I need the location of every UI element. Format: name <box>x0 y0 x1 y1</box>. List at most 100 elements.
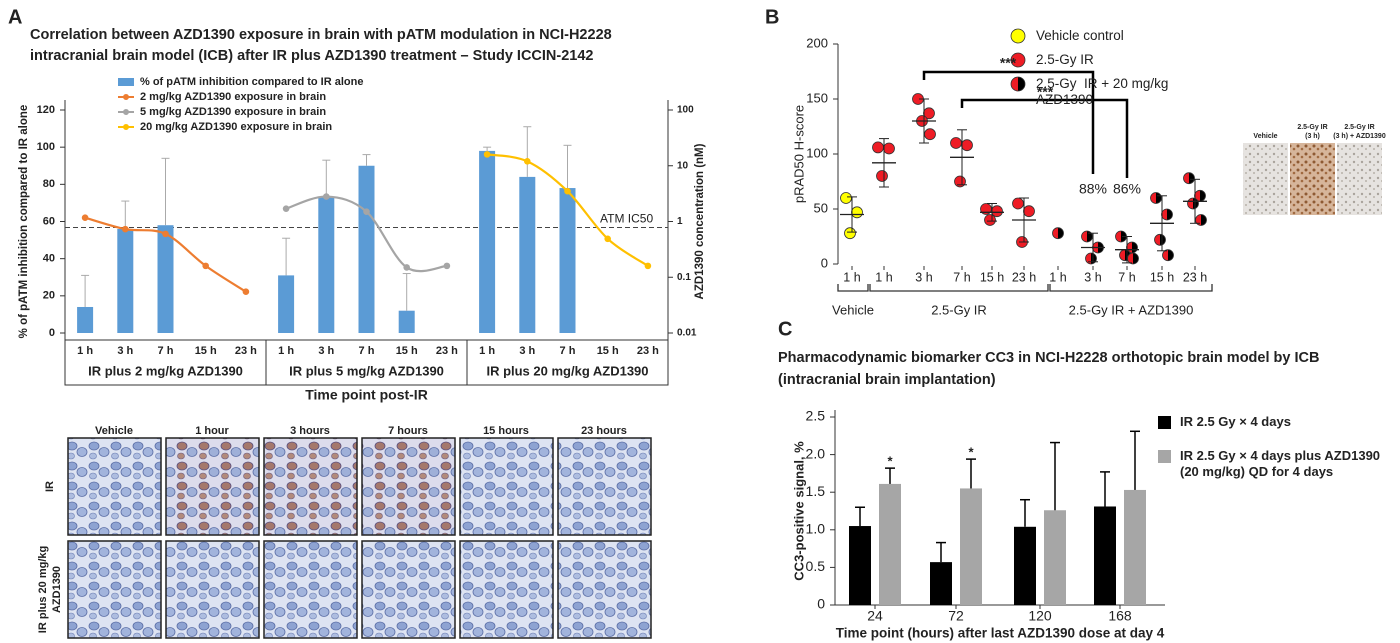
bar <box>318 197 335 333</box>
micrograph <box>165 540 260 639</box>
y-tick-label: 2.0 <box>806 445 826 461</box>
micrograph-column-label: Vehicle <box>95 425 133 437</box>
point <box>950 137 962 149</box>
y-tick-label: 120 <box>37 104 55 116</box>
point <box>851 206 863 219</box>
micrograph <box>67 540 162 639</box>
y2-tick-label: 1 <box>677 216 683 227</box>
micrograph <box>361 437 456 536</box>
micrograph-column-label: 2.5-Gy IR <box>1344 124 1374 131</box>
bar <box>960 488 982 605</box>
group-box <box>64 339 669 386</box>
legend-label: 2.5-Gy IR <box>1036 52 1094 67</box>
bar <box>358 165 375 333</box>
micrograph <box>165 437 260 536</box>
micrograph-column-label: Vehicle <box>1253 133 1277 140</box>
micrograph-row-label: IR <box>44 481 56 492</box>
bar <box>77 306 94 333</box>
point <box>1052 227 1064 240</box>
micrograph-column-label: 3 hours <box>290 425 330 437</box>
micrograph <box>361 540 456 639</box>
point <box>1023 205 1035 218</box>
y2-tick-label: 0.01 <box>677 328 697 339</box>
x-tick-label: 3 h <box>1084 270 1101 284</box>
x-tick-label: 120 <box>1028 608 1052 624</box>
legend-swatch <box>123 124 129 130</box>
significance-bracket <box>960 98 1129 178</box>
point <box>323 193 330 200</box>
group-label: IR plus 5 mg/kg AZD1390 <box>289 363 444 378</box>
bar <box>117 228 134 333</box>
x-tick-label: 3 h <box>519 345 535 357</box>
micrograph <box>1337 143 1382 215</box>
y2-axis-label: AZD1390 concentration (nM) <box>694 143 706 299</box>
micrograph <box>459 437 554 536</box>
y-tick-label: 20 <box>43 290 55 302</box>
bar <box>849 526 871 605</box>
x-tick-label: 23 h <box>436 345 458 357</box>
bar <box>398 310 415 333</box>
group-bracket <box>837 284 869 292</box>
micrograph <box>263 437 358 536</box>
inhibition-label: 86% <box>1113 181 1141 197</box>
x-tick-label: 15 h <box>980 270 1004 284</box>
point <box>403 264 411 271</box>
point <box>961 139 973 152</box>
x-tick-label: 15 h <box>396 345 418 357</box>
x-tick-label: 1 h <box>77 345 93 357</box>
legend-swatch <box>1158 450 1171 463</box>
x-tick-label: 7 h <box>1118 270 1135 284</box>
bar <box>1014 526 1036 605</box>
y-tick-label: 100 <box>806 145 828 160</box>
bar <box>1094 506 1116 605</box>
panel-letter: C <box>778 318 792 340</box>
x-axis-label: Time point post-IR <box>305 387 428 403</box>
y-tick-label: 0.5 <box>806 558 826 574</box>
point <box>524 158 531 165</box>
legend-swatch <box>1010 52 1026 68</box>
legend-label: IR 2.5 Gy × 4 days plus AZD1390 (20 mg/k… <box>1180 448 1384 479</box>
panel-letter: A <box>8 6 22 28</box>
bar <box>1044 510 1066 605</box>
x-tick-label: 1 h <box>278 345 294 357</box>
bar <box>479 150 496 333</box>
point <box>1183 172 1195 185</box>
significance-label: * <box>968 445 974 460</box>
micrograph-column-label: (3 h) <box>1305 133 1320 140</box>
y-tick-label: 0 <box>49 327 55 339</box>
y-tick-label: 0 <box>821 255 828 270</box>
x-tick-label: 1 h <box>875 270 892 284</box>
significance-label: *** <box>1037 84 1054 100</box>
y-tick-label: 2.5 <box>806 408 826 424</box>
micrograph <box>1243 143 1288 215</box>
x-tick-label: 7 h <box>359 345 375 357</box>
legend-swatch <box>118 78 134 86</box>
y-tick-label: 50 <box>814 200 828 215</box>
micrograph-row-label: AZD1390 <box>51 566 63 613</box>
bar <box>157 225 174 333</box>
x-tick-label: 72 <box>948 608 964 624</box>
legend-swatch <box>123 109 129 115</box>
micrograph-column-label: 1 hour <box>195 425 229 437</box>
x-tick-label: 1 h <box>843 270 860 284</box>
point <box>840 192 852 204</box>
group-label: 2.5-Gy IR <box>931 302 987 317</box>
x-tick-label: 15 h <box>195 345 217 357</box>
x-tick-label: 3 h <box>318 345 334 357</box>
group-label: IR plus 2 mg/kg AZD1390 <box>88 363 243 378</box>
significance-label: * <box>887 454 893 469</box>
point <box>1162 249 1174 262</box>
y2-tick-label: 100 <box>677 105 694 116</box>
y-tick-label: 60 <box>43 215 55 227</box>
point <box>644 262 652 270</box>
significance-label: *** <box>1000 55 1017 71</box>
x-tick-label: 23 h <box>235 345 257 357</box>
y-tick-label: 80 <box>43 178 55 190</box>
point <box>122 225 129 233</box>
point <box>924 128 936 141</box>
legend-swatch <box>123 94 129 100</box>
chart-title: intracranial brain model (ICB) after IR … <box>30 48 594 64</box>
point <box>363 208 370 215</box>
x-tick-label: 7 h <box>953 270 970 284</box>
y2-tick-label: 0.1 <box>677 272 691 283</box>
